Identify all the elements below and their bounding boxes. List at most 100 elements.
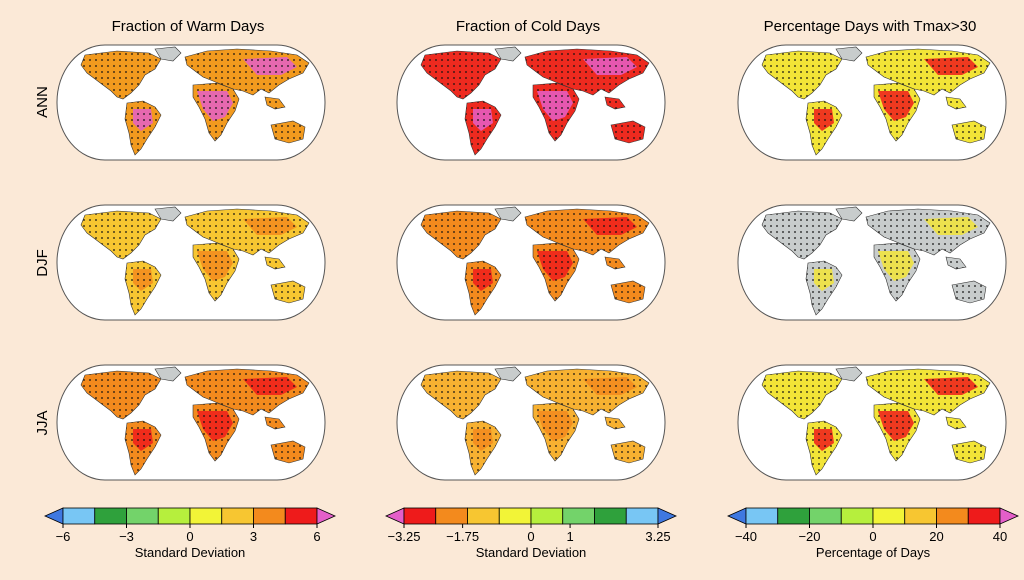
continent-greenland [154, 366, 182, 382]
stippling-namerica [421, 211, 501, 259]
land-masses [80, 206, 310, 316]
colorbar-segment [904, 507, 937, 525]
land-masses [420, 46, 650, 156]
stippling-namerica [762, 211, 842, 259]
colorbar-tick-label: 0 [869, 529, 876, 544]
stippling-australia [611, 281, 645, 303]
row-label-ann: ANN [34, 86, 51, 118]
stippling-seasia [605, 417, 625, 429]
continent-greenland [835, 366, 863, 382]
stippling-eurasia [525, 369, 649, 415]
continent-greenland [494, 206, 522, 222]
colorbar-segment [625, 507, 659, 525]
stippling-seasia [265, 417, 285, 429]
stippling-eurasia [525, 49, 649, 95]
stippling-namerica [81, 211, 161, 259]
column-title-warm-days: Fraction of Warm Days [112, 18, 265, 35]
stippling-namerica [81, 51, 161, 99]
colorbar-tick-label: −3.25 [388, 529, 421, 544]
stippling-seasia [605, 97, 625, 109]
column-title-tmax30: Percentage Days with Tmax>30 [764, 18, 977, 35]
stippling-samerica [125, 261, 161, 315]
stippling-seasia [946, 417, 966, 429]
stippling-eurasia [866, 49, 990, 95]
stippling-seasia [946, 257, 966, 269]
map-panel-r1-c2 [737, 204, 1007, 321]
map-panel-r1-c0 [56, 204, 326, 321]
stippling-samerica [125, 421, 161, 475]
colorbar-tick-label: −20 [798, 529, 820, 544]
colorbar-segment [872, 507, 906, 525]
stippling-africa [874, 403, 920, 461]
stippling-eurasia [185, 209, 309, 255]
map-panel-r2-c0 [56, 364, 326, 481]
continent-greenland [835, 46, 863, 62]
colorbar-segment [594, 507, 627, 525]
stippling-australia [611, 441, 645, 463]
colorbar-tick-label: 3 [250, 529, 257, 544]
colorbar-segment [435, 507, 468, 525]
colorbar-segment [809, 507, 842, 525]
colorbar-tick-label: −1.75 [446, 529, 479, 544]
continent-greenland [494, 366, 522, 382]
row-label-jja: JJA [34, 410, 51, 435]
colorbar-segment [284, 507, 318, 525]
stippling-australia [952, 121, 986, 143]
stippling-eurasia [185, 369, 309, 415]
land-masses [420, 206, 650, 316]
stippling-namerica [421, 51, 501, 99]
stippling-samerica [465, 261, 501, 315]
stippling-africa [193, 403, 239, 461]
stippling-seasia [265, 257, 285, 269]
colorbar-segment [221, 507, 254, 525]
map-panel-r1-c1 [396, 204, 666, 321]
colorbar-right-extension [657, 507, 677, 525]
map-panel-r0-c0 [56, 44, 326, 161]
colorbar-tick-label: −6 [56, 529, 71, 544]
colorbar-tick-label: 3.25 [645, 529, 670, 544]
land-masses [420, 366, 650, 476]
colorbar-tick-label: 20 [929, 529, 943, 544]
colorbars: −6 −3 0 3 6 Standard Deviation −3.25 −1.75 0 1 3.2… [44, 507, 1019, 560]
stippling-africa [874, 243, 920, 301]
stippling-africa [874, 83, 920, 141]
colorbar-segment [840, 507, 874, 525]
stippling-seasia [946, 97, 966, 109]
stippling-samerica [465, 421, 501, 475]
continent-greenland [835, 206, 863, 222]
stippling-africa [193, 83, 239, 141]
colorbar-tick-label: −40 [735, 529, 757, 544]
stippling-eurasia [866, 209, 990, 255]
colorbar-segment [967, 507, 1001, 525]
colorbar-segment [94, 507, 127, 525]
stippling-africa [193, 243, 239, 301]
colorbar-label: Percentage of Days [816, 545, 931, 560]
colorbar-segment [403, 507, 437, 525]
colorbar-segment [157, 507, 191, 525]
land-masses [80, 366, 310, 476]
land-masses [761, 366, 991, 476]
colorbar-right-extension [999, 507, 1019, 525]
stippling-samerica [806, 101, 842, 155]
colorbar-segment [745, 507, 779, 525]
stippling-eurasia [866, 369, 990, 415]
colorbar-segment [498, 507, 532, 525]
stippling-australia [952, 281, 986, 303]
stippling-eurasia [525, 209, 649, 255]
colorbar-segment [530, 507, 564, 525]
colorbar-label: Standard Deviation [135, 545, 246, 560]
stippling-namerica [762, 51, 842, 99]
colorbar-segment [936, 507, 969, 525]
colorbar-segment [189, 507, 223, 525]
stippling-namerica [81, 371, 161, 419]
stippling-australia [611, 121, 645, 143]
stippling-seasia [265, 97, 285, 109]
stippling-namerica [762, 371, 842, 419]
stippling-australia [271, 121, 305, 143]
colorbar-tick-label: 1 [566, 529, 573, 544]
stippling-namerica [421, 371, 501, 419]
map-panel-r0-c2 [737, 44, 1007, 161]
colorbar-tick-label: −3 [119, 529, 134, 544]
colorbar-right-extension [316, 507, 336, 525]
